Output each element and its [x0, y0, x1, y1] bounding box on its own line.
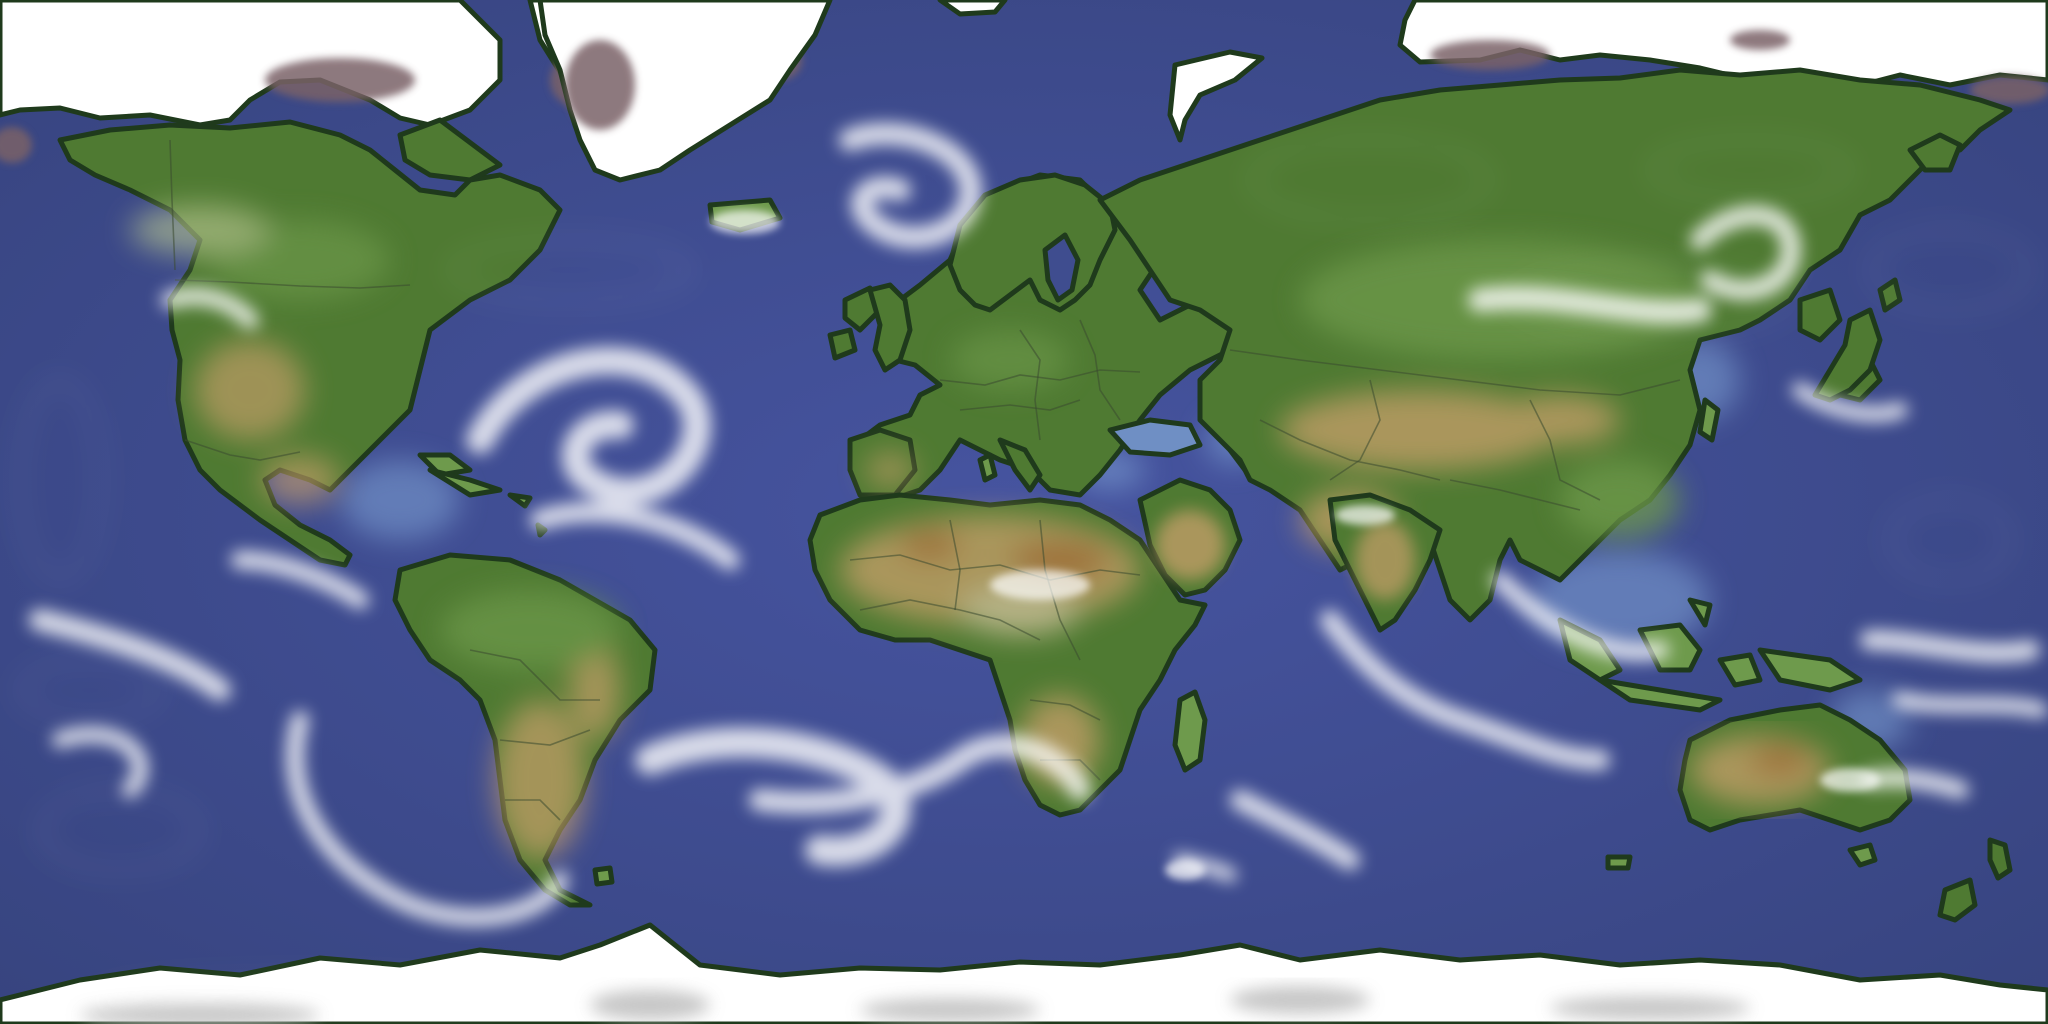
scandinavia[interactable] — [947, 172, 1118, 313]
australia[interactable] — [1677, 702, 1913, 868]
north-america[interactable] — [57, 117, 563, 568]
india[interactable] — [1327, 492, 1443, 633]
arabian-peninsula[interactable] — [1137, 477, 1243, 598]
japan[interactable] — [1812, 277, 1903, 403]
small-islands — [1605, 854, 1633, 871]
black-sea — [1107, 417, 1203, 458]
southeast-asia-islands[interactable] — [1557, 597, 1863, 713]
clouds — [19, 122, 2048, 1021]
new-zealand[interactable] — [1937, 837, 2013, 923]
antarctica[interactable] — [0, 922, 2048, 1024]
greenland[interactable] — [537, 0, 833, 183]
south-america[interactable] — [392, 552, 658, 908]
